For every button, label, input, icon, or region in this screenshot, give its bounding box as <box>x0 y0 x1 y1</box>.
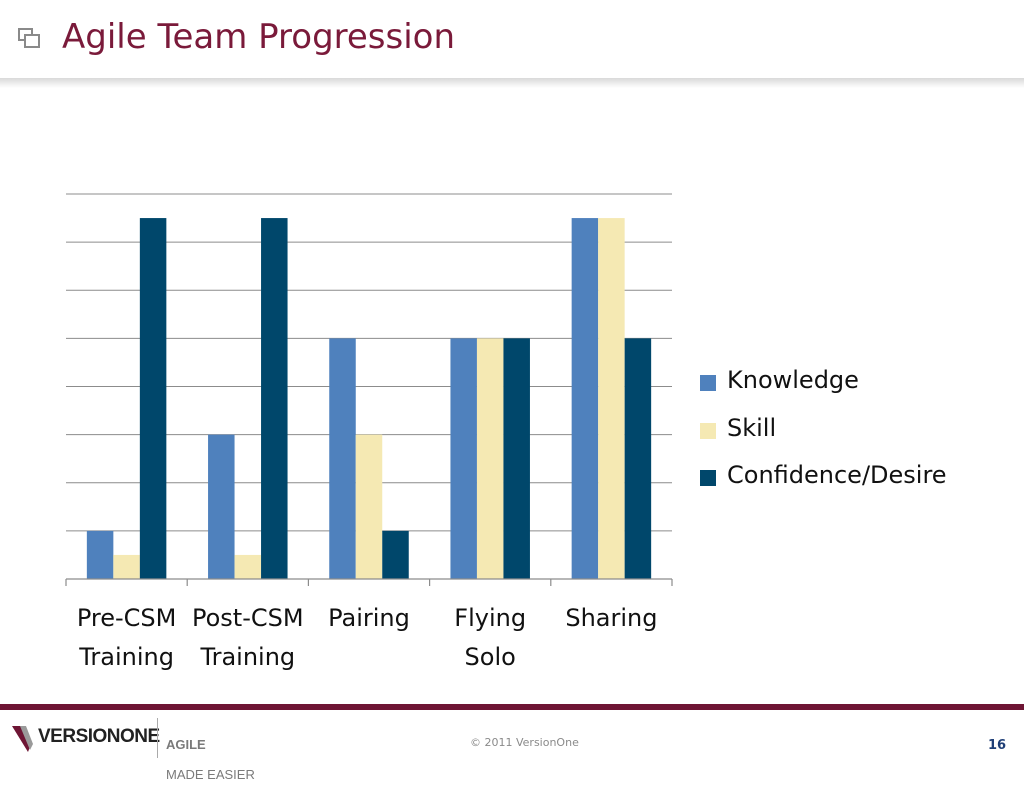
page-number: 16 <box>988 738 1007 753</box>
tagline-line-1: AGILE <box>166 737 206 752</box>
logo-divider <box>157 718 158 758</box>
legend-label-knowledge: Knowledge <box>727 366 859 394</box>
bar-confidence-desire-3 <box>382 530 409 579</box>
bar-skill-4 <box>476 338 504 579</box>
bar-confidence-desire-5 <box>624 338 652 579</box>
legend-swatch-knowledge <box>700 375 716 391</box>
x-tick-label-line: Training <box>78 643 174 671</box>
x-tick-label-3: Pairing <box>328 604 410 632</box>
chart-category-labels: Pre-CSM Training Post-CSM Training Pairing Fl… <box>77 604 658 671</box>
bar-confidence-desire-1 <box>139 218 167 579</box>
footer-accent-line <box>0 704 1024 710</box>
bar-skill-1 <box>113 554 140 579</box>
tagline: AGILE MADE EASIER <box>166 722 255 797</box>
x-tick-label-2: Post-CSM Training <box>192 604 304 671</box>
legend-swatch-confidence-desire <box>700 470 716 486</box>
bar-confidence-desire-2 <box>261 218 288 579</box>
x-tick-label-line: Training <box>199 643 295 671</box>
copyright: © 2011 VersionOne <box>470 736 579 749</box>
legend-label-confidence-desire: Confidence/Desire <box>727 461 947 489</box>
x-tick-label-line: Sharing <box>565 604 657 632</box>
bar-knowledge-1 <box>86 530 114 579</box>
bar-skill-2 <box>234 554 262 579</box>
legend-label-skill: Skill <box>727 413 777 442</box>
versionone-v-icon <box>12 726 33 752</box>
bar-knowledge-5 <box>571 218 599 579</box>
x-tick-label-5: Sharing <box>565 604 657 632</box>
legend-swatch-skill <box>700 422 716 439</box>
bar-skill-3 <box>355 434 383 579</box>
x-tick-label-4: Flying Solo <box>454 604 526 671</box>
slide-frame-icon <box>18 28 40 48</box>
chart-x-axis <box>65 578 673 586</box>
logo-text: VERSIONONE <box>38 726 160 747</box>
x-tick-label-line: Post-CSM <box>192 604 304 632</box>
bar-knowledge-2 <box>208 434 235 579</box>
x-tick-label-1: Pre-CSM Training <box>77 604 177 671</box>
bar-knowledge-3 <box>329 338 356 579</box>
bar-skill-5 <box>598 218 625 579</box>
x-tick-label-line: Solo <box>465 643 516 671</box>
slide-title: Agile Team Progression <box>62 17 456 57</box>
bar-chart: Pre-CSM Training Post-CSM Training Pairing Fl… <box>65 193 673 671</box>
bar-confidence-desire-4 <box>503 338 530 579</box>
x-tick-label-line: Pre-CSM <box>77 604 177 632</box>
slide-header <box>0 0 1024 80</box>
header-shadow <box>0 78 1024 88</box>
x-tick-label-line: Flying <box>454 604 526 632</box>
tagline-line-2: MADE EASIER <box>166 767 255 782</box>
x-tick-label-line: Pairing <box>328 604 410 632</box>
bar-knowledge-4 <box>450 338 477 579</box>
chart-bars <box>86 218 652 579</box>
